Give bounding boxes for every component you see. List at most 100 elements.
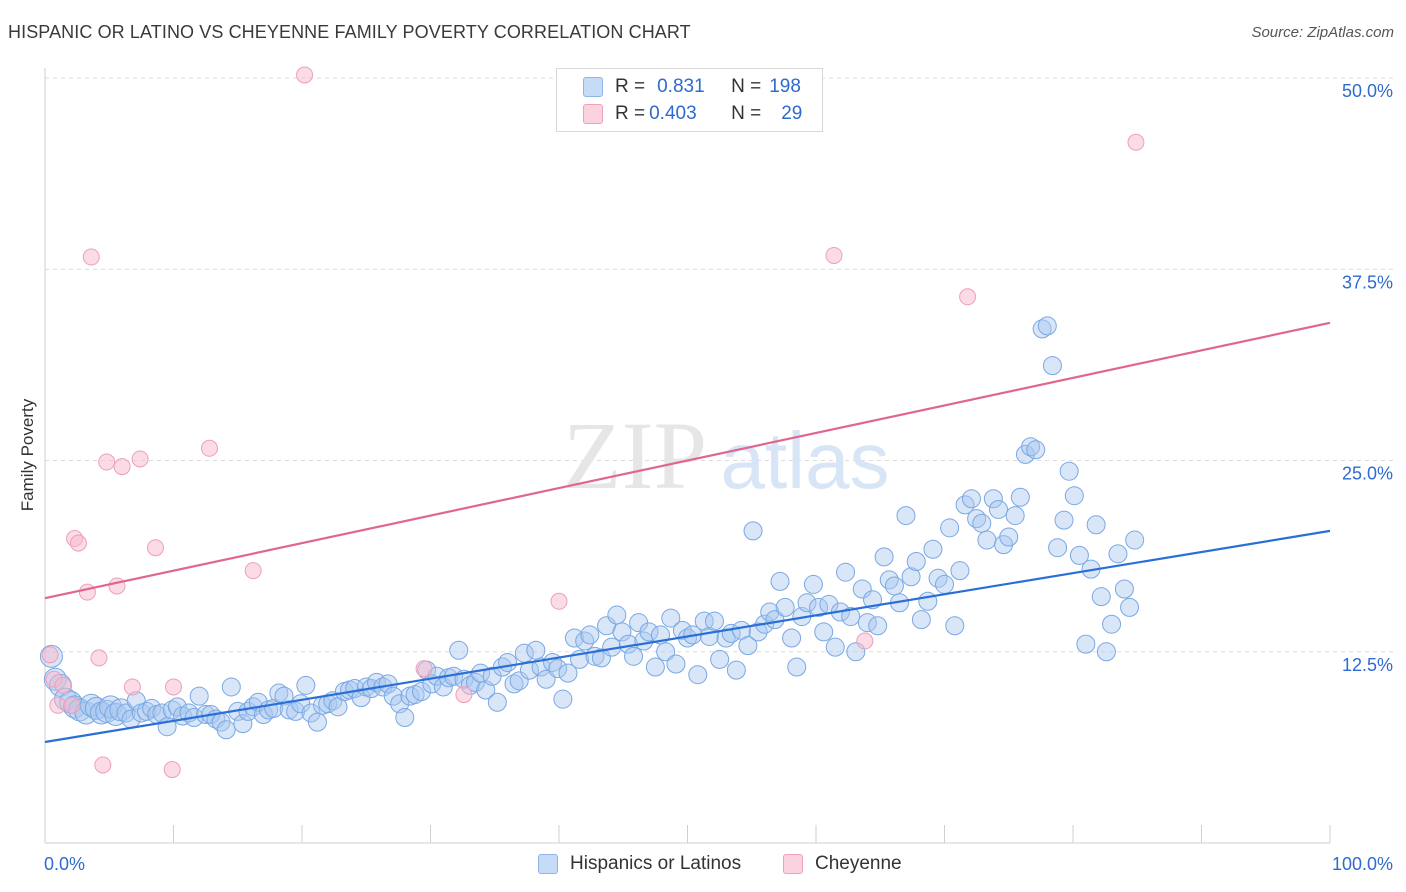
data-point-cheyenne [415, 660, 433, 678]
series-hispanics-points [39, 316, 1145, 740]
data-point-hispanics [553, 689, 573, 709]
data-point-cheyenne [550, 592, 568, 610]
watermark: ZIP atlas [563, 402, 889, 509]
data-point-hispanics [1125, 530, 1145, 550]
trend-line-cheyenne [44, 321, 1331, 600]
data-point-hispanics [612, 622, 632, 642]
data-point-hispanics [911, 610, 931, 630]
data-point-hispanics [301, 703, 321, 723]
data-point-cheyenne [455, 686, 473, 704]
legend-item-hispanics[interactable]: Hispanics or Latinos [538, 853, 741, 875]
data-point-cheyenne [41, 646, 59, 664]
data-point-hispanics [896, 506, 916, 526]
data-point-hispanics [1114, 579, 1134, 599]
data-point-hispanics [1005, 506, 1025, 526]
data-point-hispanics [961, 489, 981, 509]
data-point-hispanics [661, 608, 681, 628]
data-point-hispanics [1064, 486, 1084, 506]
data-point-hispanics [639, 622, 659, 642]
data-point-hispanics [624, 646, 644, 666]
data-point-cheyenne [78, 583, 96, 601]
data-point-cheyenne [82, 248, 100, 266]
data-point-cheyenne [69, 534, 87, 552]
data-point-hispanics [1010, 487, 1030, 507]
data-point-hispanics [1108, 544, 1128, 564]
data-point-hispanics [743, 521, 763, 541]
series-cheyenne-points [41, 66, 1145, 779]
data-point-cheyenne [63, 696, 81, 714]
legend-n-label: N = [731, 76, 762, 97]
legend-row-hispanics: R = 0.831 N = 198 [583, 74, 801, 100]
data-point-hispanics [770, 571, 790, 591]
data-point-hispanics [1026, 440, 1046, 460]
data-point-hispanics [269, 683, 289, 703]
data-point-hispanics [868, 616, 888, 636]
data-point-hispanics [688, 665, 708, 685]
data-point-hispanics [809, 597, 829, 617]
data-point-cheyenne [856, 632, 874, 650]
data-point-hispanics [814, 622, 834, 642]
data-point-hispanics [564, 628, 584, 648]
data-point-hispanics [498, 652, 518, 672]
data-point-hispanics [1086, 515, 1106, 535]
data-point-hispanics [879, 570, 899, 590]
data-point-hispanics [738, 636, 758, 656]
x-tick-label: 100.0% [1332, 854, 1393, 874]
data-point-cheyenne [123, 678, 141, 696]
chart-title: HISPANIC OR LATINO VS CHEYENNE FAMILY PO… [8, 22, 691, 42]
data-point-hispanics [519, 660, 539, 680]
legend-n-value: 198 [769, 76, 801, 97]
data-point-hispanics [787, 657, 807, 677]
data-point-cheyenne [54, 676, 72, 694]
data-point-hispanics [504, 674, 524, 694]
y-tick-label: 50.0% [1342, 81, 1393, 101]
data-point-cheyenne [49, 696, 67, 714]
legend-item-cheyenne[interactable]: Cheyenne [783, 853, 902, 875]
data-point-hispanics [1021, 437, 1041, 457]
data-point-hispanics [656, 642, 676, 662]
data-point-hispanics [852, 579, 872, 599]
data-point-hispanics [940, 518, 960, 538]
legend-r-label: R = [615, 103, 646, 124]
data-point-hispanics [1102, 614, 1122, 634]
data-point-hispanics [142, 698, 162, 718]
data-point-hispanics [167, 697, 187, 717]
data-point-hispanics [307, 712, 327, 732]
data-point-cheyenne [296, 66, 314, 84]
data-point-hispanics [999, 527, 1019, 547]
data-point-hispanics [412, 682, 432, 702]
data-point-hispanics [884, 576, 904, 596]
data-point-hispanics [221, 677, 241, 697]
data-point-hispanics [449, 640, 469, 660]
legend-swatch-cheyenne [583, 104, 603, 124]
data-point-hispanics [825, 637, 845, 657]
data-point-cheyenne [163, 761, 181, 779]
data-point-hispanics [433, 677, 453, 697]
data-point-cheyenne [244, 562, 262, 580]
data-point-hispanics [983, 489, 1003, 509]
data-point-hispanics [945, 616, 965, 636]
data-point-hispanics [836, 562, 856, 582]
legend-n-label: N = [731, 103, 762, 124]
data-point-cheyenne [90, 649, 108, 667]
data-point-hispanics [748, 622, 768, 642]
data-point-hispanics [935, 574, 954, 594]
data-point-cheyenne [147, 539, 165, 557]
data-point-hispanics [1048, 538, 1068, 558]
data-point-hispanics [666, 654, 686, 674]
source-label: Source: ZipAtlas.com [1251, 24, 1394, 41]
data-point-hispanics [216, 720, 236, 740]
data-point-cheyenne [165, 678, 182, 696]
legend-n-value: 29 [781, 103, 803, 124]
data-point-hispanics [901, 567, 921, 587]
data-point-hispanics [116, 703, 136, 723]
data-point-hispanics [1076, 634, 1096, 654]
data-point-hispanics [509, 671, 529, 691]
data-point-hispanics [580, 625, 600, 645]
data-point-hispanics [841, 607, 861, 627]
trend-line-hispanics [44, 529, 1331, 744]
data-point-hispanics [694, 611, 714, 631]
data-point-hispanics [950, 561, 970, 581]
data-point-hispanics [775, 597, 795, 617]
